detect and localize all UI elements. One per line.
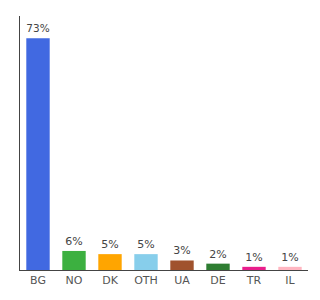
svg-text:BG: BG: [30, 274, 46, 287]
svg-text:2%: 2%: [209, 248, 226, 261]
svg-text:DE: DE: [210, 274, 225, 287]
svg-text:UA: UA: [174, 274, 190, 287]
svg-text:5%: 5%: [101, 238, 118, 251]
svg-text:5%: 5%: [137, 238, 154, 251]
svg-text:3%: 3%: [173, 244, 190, 257]
svg-text:1%: 1%: [245, 251, 262, 264]
svg-text:6%: 6%: [65, 235, 82, 248]
svg-text:73%: 73%: [26, 22, 49, 34]
svg-text:1%: 1%: [281, 251, 298, 264]
svg-text:NO: NO: [66, 274, 83, 287]
svg-text:DK: DK: [102, 274, 118, 287]
svg-text:IL: IL: [285, 274, 295, 287]
svg-text:OTH: OTH: [134, 274, 158, 287]
svg-text:TR: TR: [246, 274, 262, 287]
